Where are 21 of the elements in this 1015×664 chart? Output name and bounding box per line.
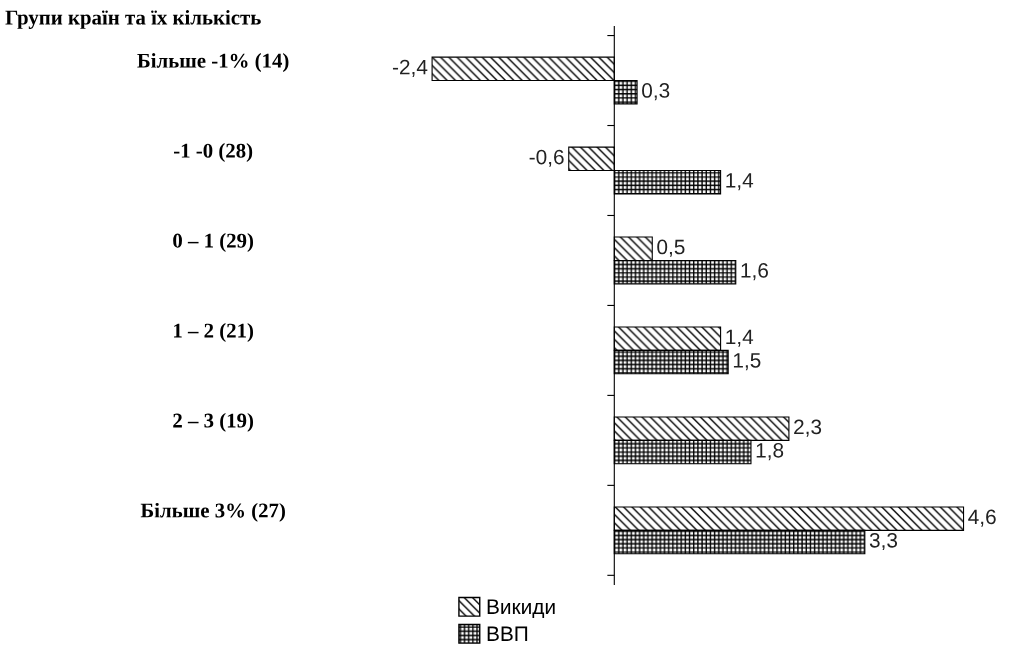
data-label: 4,6 xyxy=(968,509,996,527)
y-tick-label: Більше -1% (14) xyxy=(137,53,289,72)
data-label: 3,3 xyxy=(869,532,898,551)
data-label: 1,4 xyxy=(726,173,754,191)
y-tick-label: 2 – 3 (19) xyxy=(173,412,254,432)
data-label: 1,4 xyxy=(726,329,754,347)
y-tick-label: 1 – 2 (21) xyxy=(174,322,254,342)
y-tick-label: 0 – 1 (29) xyxy=(173,233,254,252)
legend-label: ВВП xyxy=(487,626,528,641)
data-label: 0,3 xyxy=(642,83,670,101)
legend-label: Викиди xyxy=(487,599,555,619)
data-label: 1,8 xyxy=(756,442,784,461)
y-tick-label: Більше 3% (27) xyxy=(140,502,285,522)
data-label: -0,6 xyxy=(529,149,564,167)
data-label: 0,5 xyxy=(657,239,685,257)
data-label: 2,3 xyxy=(794,419,822,437)
data-label: 1,5 xyxy=(733,353,761,371)
data-label: 1,6 xyxy=(741,262,768,281)
data-label: -2,4 xyxy=(392,59,428,77)
y-tick-label: -1 -0 (28) xyxy=(174,143,253,162)
text: Групи країн та їх кількість xyxy=(5,9,261,29)
